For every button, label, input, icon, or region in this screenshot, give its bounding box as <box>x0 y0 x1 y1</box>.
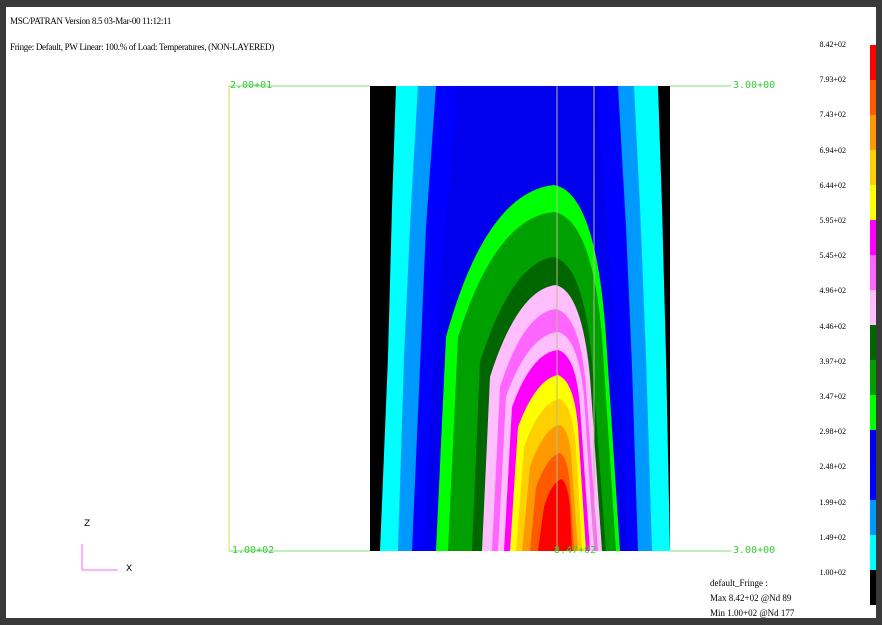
legend-swatch <box>870 570 876 605</box>
legend-swatch <box>870 80 876 115</box>
legend-swatch <box>870 150 876 185</box>
legend-label: 1.99+02 <box>819 497 846 507</box>
legend-swatch <box>870 465 876 500</box>
legend-label: 2.48+02 <box>819 462 846 472</box>
fringe-name: default_Fringe : <box>710 578 768 588</box>
coord-bottom-mid: 8.47+02 <box>554 545 597 556</box>
legend-swatch <box>870 430 876 465</box>
viewport[interactable]: MSC/PATRAN Version 8.5 03-Mar-00 11:12:1… <box>6 7 876 618</box>
coord-bottom-right: 3.00+00 <box>733 545 776 556</box>
legend-label: 7.43+02 <box>819 110 846 120</box>
legend-swatch <box>870 500 876 535</box>
legend-label: 6.94+02 <box>819 145 846 155</box>
legend-swatch <box>870 360 876 395</box>
color-legend <box>870 45 876 605</box>
legend-label: 4.96+02 <box>819 286 846 296</box>
legend-swatch <box>870 395 876 430</box>
legend-label: 1.49+02 <box>819 532 846 542</box>
legend-label: 6.44+02 <box>819 180 846 190</box>
legend-swatch <box>870 290 876 325</box>
fringe-plot <box>81 85 731 571</box>
x-axis-label: X <box>126 564 133 574</box>
max-value: Max 8.42+02 @Nd 89 <box>710 593 792 603</box>
legend-swatch <box>870 115 876 150</box>
legend-swatch <box>870 535 876 570</box>
legend-swatch <box>870 220 876 255</box>
contour-bands <box>370 86 670 551</box>
version-title: MSC/PATRAN Version 8.5 03-Mar-00 11:12:1… <box>10 16 172 26</box>
legend-label: 1.00+02 <box>819 568 846 577</box>
legend-swatch <box>870 45 876 80</box>
coord-top-right: 3.00+00 <box>733 80 776 91</box>
legend-swatch <box>870 325 876 360</box>
legend-label: 4.46+02 <box>819 321 846 331</box>
legend-label: 2.98+02 <box>819 427 846 437</box>
legend-label: 5.95+02 <box>819 216 846 225</box>
plot-title: Fringe: Default, PW Linear: 100.% of Loa… <box>10 42 274 52</box>
legend-swatch <box>870 255 876 290</box>
coord-bottom-left: 1.00+02 <box>232 545 275 556</box>
min-value: Min 1.00+02 @Nd 177 <box>710 608 795 618</box>
legend-label: 5.45+02 <box>819 251 846 261</box>
legend-label: 8.42+02 <box>819 40 846 49</box>
legend-label: 7.93+02 <box>819 75 846 85</box>
legend-label: 3.47+02 <box>819 392 846 401</box>
legend-label: 3.97+02 <box>819 356 846 366</box>
legend-swatch <box>870 185 876 220</box>
z-axis-label: Z <box>84 519 91 529</box>
coord-top-left: 2.00+01 <box>230 80 273 91</box>
